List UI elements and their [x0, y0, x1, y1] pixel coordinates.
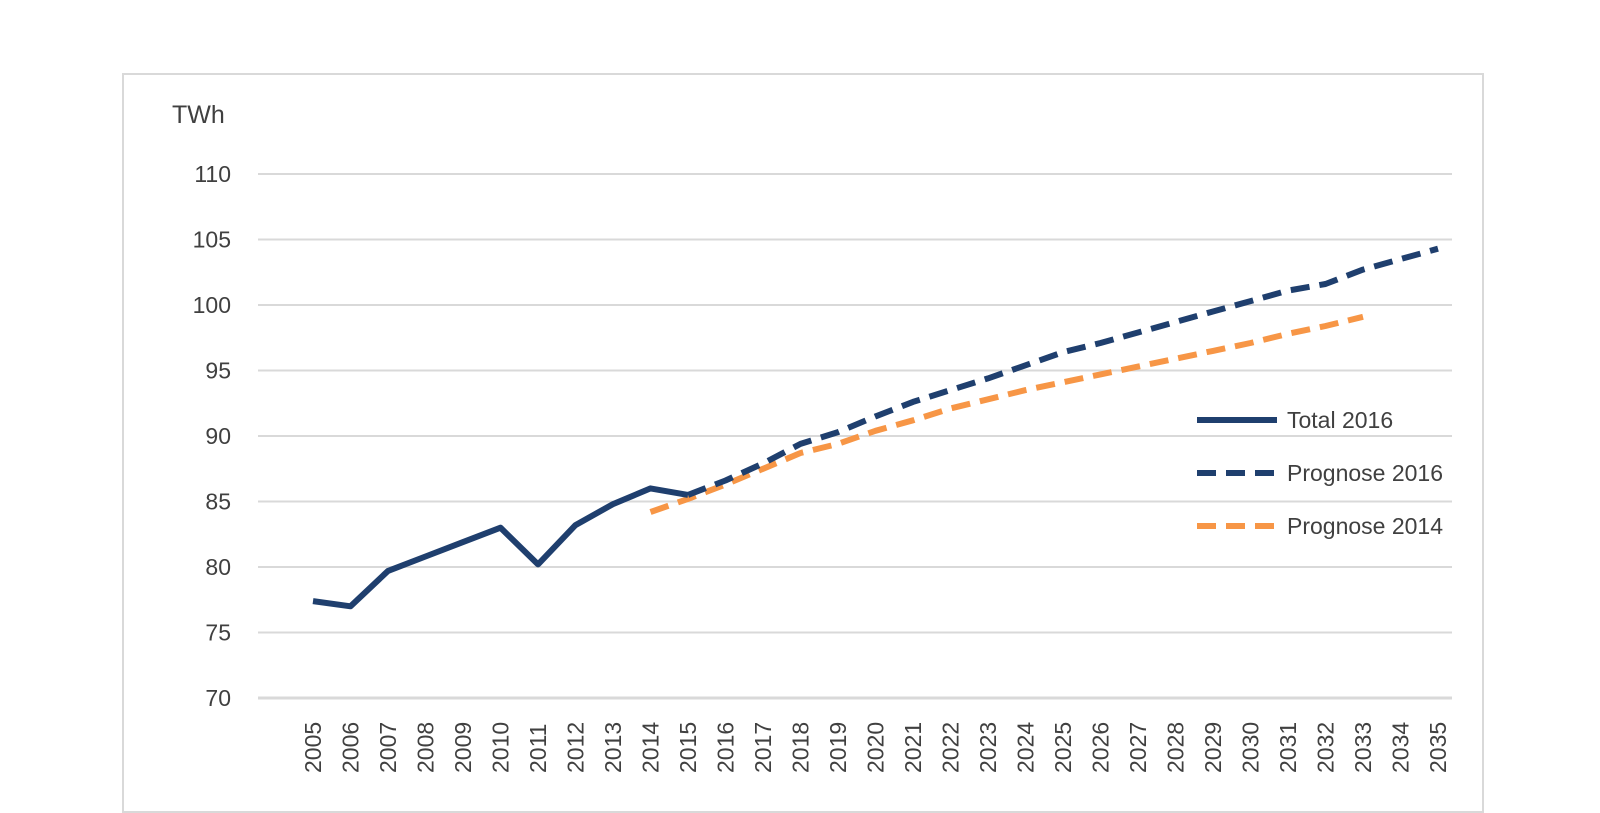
y-tick-label-75: 75	[205, 620, 231, 646]
x-tick-label-2009: 2009	[450, 722, 476, 773]
x-tick-label-2013: 2013	[600, 722, 626, 773]
x-tick-label-2015: 2015	[675, 722, 701, 773]
legend-label-prognose-2014: Prognose 2014	[1287, 513, 1443, 539]
x-tick-label-2027: 2027	[1125, 722, 1151, 773]
x-tick-label-2026: 2026	[1088, 722, 1114, 773]
x-tick-label-2008: 2008	[413, 722, 439, 773]
x-tick-label-2018: 2018	[788, 722, 814, 773]
legend-label-prognose-2016: Prognose 2016	[1287, 460, 1443, 486]
x-tick-label-2023: 2023	[975, 722, 1001, 773]
x-tick-label-2006: 2006	[338, 722, 364, 773]
x-tick-label-2032: 2032	[1313, 722, 1339, 773]
y-tick-label-90: 90	[205, 423, 231, 449]
y-tick-label-110: 110	[194, 161, 231, 187]
y-tick-label-85: 85	[205, 489, 231, 515]
x-tick-label-2025: 2025	[1050, 722, 1076, 773]
x-tick-label-2020: 2020	[863, 722, 889, 773]
x-tick-label-2016: 2016	[713, 722, 739, 773]
x-tick-label-2011: 2011	[525, 724, 551, 773]
legend-label-total-2016: Total 2016	[1287, 407, 1393, 433]
series-line-total-2016	[312, 485, 689, 610]
series-line-prognose-2014	[649, 313, 1364, 515]
x-tick-label-2030: 2030	[1238, 722, 1264, 773]
x-tick-label-2012: 2012	[563, 722, 589, 773]
series-lines	[312, 245, 1439, 610]
y-tick-label-95: 95	[205, 358, 231, 384]
x-tick-label-2034: 2034	[1388, 722, 1414, 773]
y-tick-label-100: 100	[193, 292, 231, 318]
x-tick-label-2017: 2017	[750, 722, 776, 773]
legend: Total 2016 Prognose 2016 Prognose 2014	[1197, 407, 1443, 539]
gridlines	[258, 173, 1452, 700]
x-tick-label-2014: 2014	[638, 722, 664, 773]
x-tick-label-2007: 2007	[375, 722, 401, 773]
x-tick-label-2031: 2031	[1275, 722, 1301, 773]
x-tick-label-2005: 2005	[300, 722, 326, 773]
x-tick-label-2035: 2035	[1425, 722, 1451, 773]
x-tick-label-2022: 2022	[938, 722, 964, 773]
x-tick-label-2028: 2028	[1163, 722, 1189, 773]
series-line-prognose-2016	[686, 245, 1439, 498]
y-axis-tick-labels: 70 75 80 85 90 95 100 105 110	[193, 161, 231, 711]
y-tick-label-70: 70	[205, 685, 231, 711]
x-tick-label-2021: 2021	[900, 722, 926, 773]
y-tick-label-80: 80	[205, 554, 231, 580]
x-tick-label-2010: 2010	[488, 722, 514, 773]
y-tick-label-105: 105	[193, 227, 231, 253]
x-tick-label-2029: 2029	[1200, 722, 1226, 773]
x-tick-label-2024: 2024	[1013, 722, 1039, 773]
y-axis-unit-label: TWh	[172, 101, 225, 129]
x-tick-label-2033: 2033	[1350, 722, 1376, 773]
x-axis-tick-labels: 2005 2006 2007 2008 2009 2010 2011 2012 2013 2014…	[300, 722, 1451, 773]
x-tick-label-2019: 2019	[825, 722, 851, 773]
